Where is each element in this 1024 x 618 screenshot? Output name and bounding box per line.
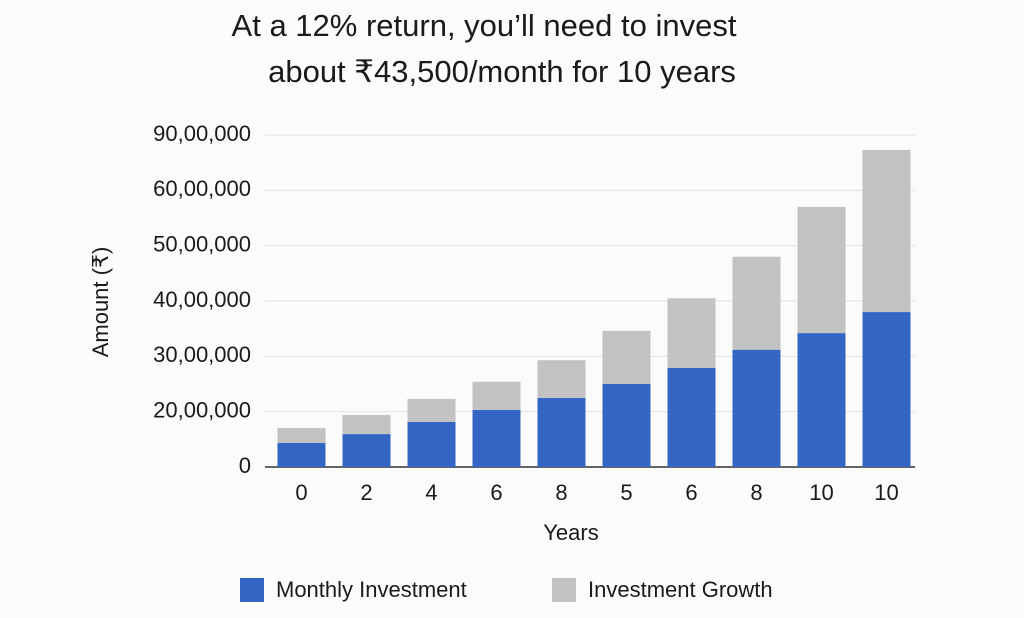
y-tick-label: 60,00,000 (153, 176, 251, 201)
legend-swatch (552, 578, 576, 602)
x-tick-label: 6 (685, 480, 697, 505)
bar-segment (732, 256, 781, 350)
y-tick-label: 20,00,000 (153, 397, 251, 422)
bar-segment (667, 298, 716, 368)
bar-segment (862, 149, 911, 313)
chart-title: At a 12% return, you’ll need to invest (232, 8, 737, 43)
bar-segment (667, 367, 716, 467)
x-tick-label: 6 (490, 480, 502, 505)
y-tick-label: 30,00,000 (153, 342, 251, 367)
bar-segment (342, 414, 391, 435)
y-tick-label: 0 (239, 453, 251, 478)
bar-segment (472, 410, 521, 467)
chart-title: about ₹43,500/month for 10 years (268, 54, 736, 89)
x-axis-label: Years (543, 520, 598, 545)
bar-segment (862, 312, 911, 467)
x-tick-label: 4 (425, 480, 437, 505)
bar-segment (602, 330, 651, 384)
legend-label: Monthly Investment (276, 577, 467, 602)
bar-segment (407, 398, 456, 422)
y-axis-label: Amount (₹) (88, 247, 113, 358)
x-tick-label: 0 (295, 480, 307, 505)
x-tick-label: 8 (750, 480, 762, 505)
bar-segment (732, 349, 781, 467)
bar-segment (797, 333, 846, 467)
bar-segment (277, 427, 326, 443)
legend-swatch (240, 578, 264, 602)
bar-segment (537, 397, 586, 467)
bar-segment (537, 360, 586, 398)
y-tick-label: 90,00,000 (153, 121, 251, 146)
x-tick-label: 2 (360, 480, 372, 505)
bar-segment (602, 384, 651, 467)
x-tick-label: 5 (620, 480, 632, 505)
bar-segment (797, 206, 846, 334)
bar-segment (277, 442, 326, 467)
x-tick-label: 10 (874, 480, 898, 505)
bar-segment (342, 434, 391, 467)
legend-label: Investment Growth (588, 577, 773, 602)
x-tick-label: 8 (555, 480, 567, 505)
y-tick-label: 50,00,000 (153, 231, 251, 256)
bar-segment (407, 421, 456, 467)
x-tick-label: 10 (809, 480, 833, 505)
y-tick-label: 40,00,000 (153, 287, 251, 312)
bar-segment (472, 381, 521, 411)
